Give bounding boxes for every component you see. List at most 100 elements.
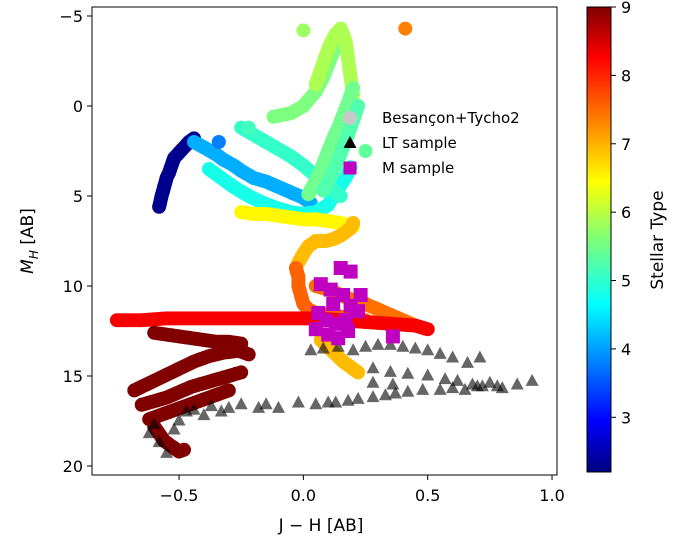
lt-sample-point — [142, 426, 156, 439]
besancon-star — [234, 365, 249, 380]
besancon-tycho2-points — [109, 21, 435, 459]
lt-sample-points — [142, 337, 539, 458]
besancon-star — [358, 144, 373, 158]
colorbar — [586, 6, 612, 473]
y-axis-ticks: −5 0 5 10 15 20 — [59, 7, 92, 476]
lt-sample-point — [234, 397, 248, 410]
legend: Besançon+Tycho2 LT sample M sample — [343, 109, 520, 177]
x-tick-label: 0.5 — [415, 486, 440, 505]
m-sample-point — [323, 282, 338, 297]
besancon-star — [301, 187, 316, 202]
lt-sample-point — [304, 343, 318, 356]
colorbar-ticks: 3 4 5 6 7 8 9 — [611, 0, 631, 427]
lt-sample-point — [446, 350, 460, 363]
lt-sample-point — [421, 368, 435, 381]
besancon-star — [351, 365, 366, 380]
besancon-star — [167, 441, 182, 455]
lt-sample-point — [214, 404, 228, 417]
lt-sample-point — [401, 366, 415, 379]
lt-sample-point — [187, 402, 201, 415]
legend-marker-circle — [343, 111, 357, 125]
besancon-star — [333, 189, 348, 203]
x-axis-ticks: −0.5 0.0 0.5 1.0 — [160, 475, 565, 505]
lt-sample-point — [383, 337, 397, 350]
lt-sample-point — [416, 382, 430, 395]
lt-sample-point — [473, 350, 487, 363]
m-sample-point — [385, 329, 400, 344]
m-sample-points — [308, 261, 400, 346]
lt-sample-point — [433, 346, 447, 359]
lt-sample-point — [495, 381, 509, 394]
besancon-star — [241, 347, 256, 362]
besancon-star — [221, 383, 236, 398]
legend-label: LT sample — [382, 134, 457, 152]
m-sample-point — [353, 288, 368, 302]
y-tick-label: 20 — [63, 457, 83, 476]
lt-sample-point — [366, 361, 380, 374]
colorbar-tick-label: 8 — [621, 66, 631, 85]
lt-sample-point — [461, 355, 474, 368]
lt-sample-point — [309, 397, 323, 410]
legend-marker-square — [343, 161, 357, 175]
m-sample-point — [308, 322, 323, 337]
lt-sample-point — [378, 388, 392, 401]
lt-sample-point — [401, 384, 415, 397]
lt-sample-point — [259, 397, 273, 410]
y-axis-label-sub: H — [27, 250, 41, 259]
besancon-star — [398, 21, 413, 36]
lt-sample-point — [383, 364, 397, 377]
lt-sample-point — [408, 341, 422, 354]
lt-sample-point — [172, 413, 186, 426]
lt-sample-point — [458, 382, 472, 395]
plot-area — [109, 21, 539, 459]
lt-sample-point — [204, 399, 218, 412]
colorbar-tick-label: 7 — [621, 135, 631, 154]
legend-marker-triangle — [343, 136, 357, 148]
m-sample-point — [351, 304, 366, 319]
lt-sample-point — [525, 373, 539, 386]
lt-sample-point — [366, 375, 380, 388]
lt-sample-point — [359, 339, 373, 352]
lt-sample-point — [446, 381, 460, 394]
colorbar-tick-label: 5 — [621, 272, 631, 291]
lt-sample-point — [341, 393, 355, 406]
m-sample-point — [338, 313, 353, 328]
x-tick-label: −0.5 — [160, 486, 199, 505]
lt-sample-point — [167, 422, 181, 435]
lt-sample-point — [421, 343, 435, 356]
legend-label: Besançon+Tycho2 — [382, 109, 520, 127]
lt-sample-point — [510, 377, 524, 390]
lt-sample-point — [433, 382, 447, 395]
lt-sample-point — [388, 386, 402, 399]
besancon-star — [316, 183, 331, 198]
lt-sample-point — [366, 390, 380, 403]
x-axis-label: J − H [AB] — [278, 516, 364, 536]
lt-sample-point — [152, 435, 166, 448]
y-axis-label: MH [AB] — [18, 208, 41, 274]
legend-label: M sample — [382, 159, 454, 177]
lt-sample-point — [331, 339, 345, 352]
lt-sample-point — [470, 379, 484, 392]
y-tick-label: −5 — [59, 7, 83, 26]
lt-sample-point — [386, 377, 400, 390]
colorbar-tick-label: 4 — [621, 340, 631, 359]
lt-sample-point — [346, 343, 360, 356]
y-tick-label: 5 — [73, 187, 83, 206]
y-tick-label: 15 — [63, 367, 83, 386]
colorbar-tick-label: 3 — [621, 408, 631, 427]
lt-sample-point — [438, 372, 452, 385]
y-axis-label-unit: [AB] — [18, 208, 38, 250]
colorbar-tick-label: 9 — [621, 0, 631, 17]
lt-sample-point — [316, 341, 330, 354]
m-sample-point — [341, 324, 356, 338]
lt-sample-point — [147, 417, 161, 430]
lt-sample-point — [272, 400, 285, 413]
lt-sample-point — [291, 395, 305, 408]
colorbar-label: Stellar Type — [648, 190, 668, 289]
y-tick-label: 0 — [73, 97, 83, 116]
y-axis-label-main: M — [18, 259, 38, 274]
m-sample-point — [343, 264, 358, 279]
plot-frame — [91, 6, 558, 476]
x-tick-label: 1.0 — [539, 486, 564, 505]
